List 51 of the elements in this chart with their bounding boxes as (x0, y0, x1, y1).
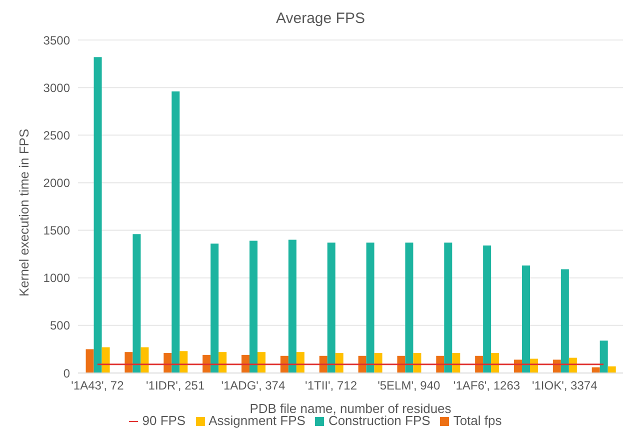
x-tick-label: '1TII', 712 (305, 378, 358, 393)
bar (608, 366, 616, 373)
bar (491, 353, 500, 373)
x-tick-label: '1IOK', 3374 (532, 378, 598, 393)
bar (560, 269, 569, 373)
bar (483, 246, 492, 373)
bar (366, 242, 374, 373)
bar (102, 347, 110, 373)
bar (413, 353, 422, 373)
bar (164, 353, 172, 373)
bar (210, 244, 219, 373)
y-tick-label: 1500 (43, 224, 70, 238)
bar (374, 353, 382, 373)
bar (600, 340, 608, 373)
x-tick-label: '1AF6', 1263 (453, 378, 520, 393)
legend-label: Assignment FPS (208, 413, 306, 428)
x-tick-label: '5ELM', 940 (378, 378, 441, 393)
chart-title: Average FPS (275, 9, 366, 29)
y-tick-label: 3500 (43, 33, 70, 48)
legend-label: Total fps (453, 413, 502, 428)
bar (522, 265, 530, 373)
y-tick-label: 1000 (43, 271, 70, 286)
y-axis-title: Kernel execution time in FPS (16, 128, 32, 296)
y-tick-label: 500 (50, 318, 70, 333)
legend-label: Construction FPS (328, 413, 430, 428)
x-tick-label: '1IDR', 251 (146, 378, 205, 393)
bar (140, 347, 149, 373)
bar (218, 352, 227, 373)
bar (452, 353, 460, 373)
bar (335, 353, 344, 373)
bar (172, 91, 180, 373)
y-tick-label: 3000 (43, 80, 70, 95)
x-tick-label: '1A43', 72 (71, 378, 124, 393)
legend-label: 90 FPS (142, 413, 186, 428)
y-tick-label: 2500 (43, 128, 70, 142)
bar (250, 240, 258, 373)
x-axis-title: PDB file name, number of residues (250, 401, 452, 416)
bar (86, 349, 94, 373)
bar (94, 57, 102, 373)
bar (288, 240, 296, 373)
bar (258, 352, 266, 373)
y-tick-label: 0 (63, 366, 70, 380)
x-tick-label: '1ADG', 374 (221, 378, 286, 393)
bar (444, 242, 452, 373)
bar (180, 351, 188, 373)
bar (132, 234, 141, 373)
bar (296, 352, 304, 373)
y-tick-label: 2000 (43, 176, 70, 190)
bar (327, 242, 336, 373)
bar (124, 352, 133, 373)
bar (405, 242, 414, 373)
